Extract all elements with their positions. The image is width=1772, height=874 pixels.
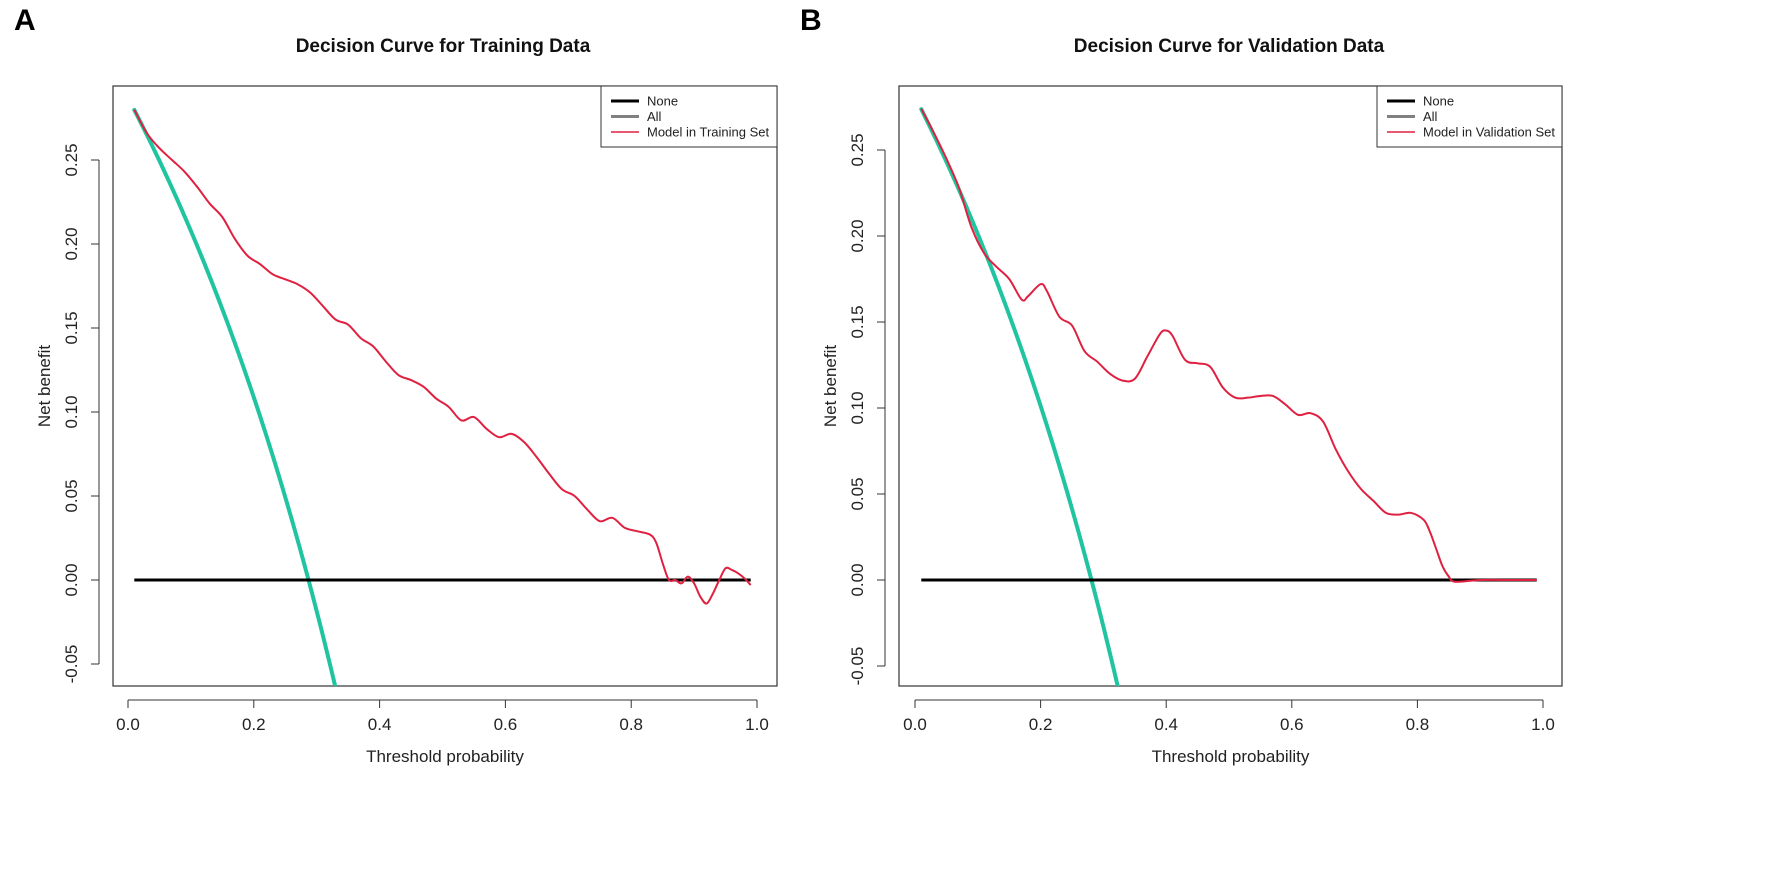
y-tick-label: 0.20 (62, 227, 81, 260)
x-tick-label: 0.6 (494, 715, 518, 734)
panel-letter-b: B (800, 4, 822, 37)
x-axis-title: Threshold probability (366, 747, 524, 766)
y-tick-label: 0.10 (62, 395, 81, 428)
plot-area (132, 107, 752, 686)
legend-label: All (1423, 109, 1438, 124)
series-model-curve (133, 109, 752, 605)
legend-label: Model in Validation Set (1423, 125, 1555, 140)
series-model-curve (920, 108, 1537, 583)
x-tick-label: 0.0 (116, 715, 140, 734)
plot-area (919, 107, 1537, 686)
panel-letter-a: A (14, 4, 36, 37)
y-tick-label: 0.05 (848, 477, 867, 510)
x-tick-label: 0.4 (1154, 715, 1178, 734)
chart-title: Decision Curve for Training Data (296, 36, 591, 57)
x-tick-label: 0.4 (368, 715, 392, 734)
y-tick-label: 0.15 (62, 311, 81, 344)
x-tick-label: 1.0 (745, 715, 769, 734)
x-tick-label: 0.8 (1406, 715, 1430, 734)
x-tick-label: 0.2 (1029, 715, 1053, 734)
series-all-curve (919, 107, 1120, 686)
y-axis-title: Net benefit (821, 345, 840, 427)
series-all-curve (132, 107, 338, 686)
y-tick-label: 0.10 (848, 391, 867, 424)
legend-label: None (647, 94, 678, 109)
x-axis-title: Threshold probability (1152, 747, 1310, 766)
plot-frame (898, 85, 1563, 687)
x-tick-label: 1.0 (1531, 715, 1555, 734)
legend-label: All (647, 109, 662, 124)
chart-title: Decision Curve for Validation Data (1074, 36, 1385, 57)
y-tick-label: 0.00 (848, 563, 867, 596)
x-tick-label: 0.6 (1280, 715, 1304, 734)
y-tick-label: 0.25 (62, 143, 81, 176)
y-tick-label: -0.05 (62, 645, 81, 684)
legend-label: None (1423, 94, 1454, 109)
y-axis-title: Net benefit (35, 345, 54, 427)
y-tick-label: -0.05 (848, 647, 867, 686)
x-tick-label: 0.8 (619, 715, 643, 734)
legend-label: Model in Training Set (647, 125, 770, 140)
y-tick-label: 0.25 (848, 133, 867, 166)
chart-panel-validation: Decision Curve for Validation Data 0.0 0.2… (821, 36, 1563, 766)
y-tick-label: 0.05 (62, 479, 81, 512)
y-tick-label: 0.00 (62, 563, 81, 596)
chart-panel-training: Decision Curve for Training Data 0.0 0.2 0.… (35, 36, 778, 766)
x-tick-label: 0.2 (242, 715, 266, 734)
plot-frame (112, 85, 778, 687)
y-tick-label: 0.20 (848, 219, 867, 252)
x-tick-label: 0.0 (903, 715, 927, 734)
y-tick-label: 0.15 (848, 305, 867, 338)
